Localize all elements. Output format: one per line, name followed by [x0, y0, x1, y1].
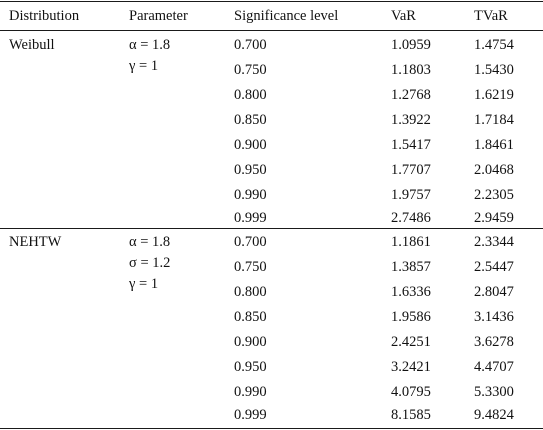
tvar-cell: 3.1436 — [474, 309, 514, 325]
var-cell: 8.1585 — [391, 407, 431, 423]
group-separator-rule — [0, 228, 543, 229]
significance-level-cell: 0.700 — [234, 234, 267, 250]
parameter-item: α = 1.8 — [129, 37, 171, 53]
header-parameter: Parameter — [129, 8, 188, 24]
var-cell: 3.2421 — [391, 359, 431, 375]
var-cell: 1.6336 — [391, 284, 431, 300]
significance-level-cell: 0.900 — [234, 137, 267, 153]
header-var: VaR — [391, 8, 416, 24]
parameter-item: σ = 1.2 — [129, 255, 171, 271]
significance-level-cell: 0.850 — [234, 112, 267, 128]
tvar-cell: 1.5430 — [474, 62, 514, 78]
distribution-name: Weibull — [9, 37, 55, 53]
var-cell: 1.3857 — [391, 259, 431, 275]
tvar-cell: 1.8461 — [474, 137, 514, 153]
header-distribution: Distribution — [9, 8, 80, 24]
significance-level-cell: 0.900 — [234, 334, 267, 350]
tvar-cell: 2.5447 — [474, 259, 514, 275]
tvar-cell: 5.3300 — [474, 384, 514, 400]
tvar-cell: 9.4824 — [474, 407, 514, 423]
significance-level-cell: 0.800 — [234, 284, 267, 300]
tvar-cell: 4.4707 — [474, 359, 514, 375]
tvar-cell: 1.6219 — [474, 87, 514, 103]
table-bottom-rule — [0, 428, 543, 429]
header-significance-level: Significance level — [234, 8, 339, 24]
significance-level-cell: 0.750 — [234, 62, 267, 78]
significance-level-cell: 0.999 — [234, 210, 267, 226]
var-cell: 2.4251 — [391, 334, 431, 350]
var-cell: 1.0959 — [391, 37, 431, 53]
parameter-item: α = 1.8 — [129, 234, 171, 250]
significance-level-cell: 0.700 — [234, 37, 267, 53]
significance-level-cell: 0.950 — [234, 162, 267, 178]
tvar-cell: 2.2305 — [474, 187, 514, 203]
tvar-cell: 2.8047 — [474, 284, 514, 300]
tvar-cell: 1.4754 — [474, 37, 514, 53]
significance-level-cell: 0.950 — [234, 359, 267, 375]
significance-level-cell: 0.990 — [234, 187, 267, 203]
tvar-cell: 3.6278 — [474, 334, 514, 350]
header-tvar: TVaR — [474, 8, 508, 24]
significance-level-cell: 0.999 — [234, 407, 267, 423]
var-cell: 1.1861 — [391, 234, 431, 250]
var-cell: 1.9757 — [391, 187, 431, 203]
tvar-cell: 2.9459 — [474, 210, 514, 226]
var-cell: 1.1803 — [391, 62, 431, 78]
var-cell: 1.9586 — [391, 309, 431, 325]
table-top-rule — [0, 1, 543, 2]
significance-level-cell: 0.750 — [234, 259, 267, 275]
var-cell: 1.3922 — [391, 112, 431, 128]
table-header-rule — [0, 30, 543, 31]
distribution-name: NEHTW — [9, 234, 62, 250]
tvar-cell: 2.3344 — [474, 234, 514, 250]
tvar-cell: 1.7184 — [474, 112, 514, 128]
var-cell: 1.7707 — [391, 162, 431, 178]
tvar-cell: 2.0468 — [474, 162, 514, 178]
var-cell: 1.2768 — [391, 87, 431, 103]
significance-level-cell: 0.800 — [234, 87, 267, 103]
var-cell: 4.0795 — [391, 384, 431, 400]
var-cell: 2.7486 — [391, 210, 431, 226]
parameter-item: γ = 1 — [129, 276, 159, 292]
significance-level-cell: 0.850 — [234, 309, 267, 325]
parameter-item: γ = 1 — [129, 58, 159, 74]
significance-level-cell: 0.990 — [234, 384, 267, 400]
parameter-list: α = 1.8 σ = 1.2 γ = 1 — [129, 234, 170, 297]
var-cell: 1.5417 — [391, 137, 431, 153]
parameter-list: α = 1.8 γ = 1 — [129, 37, 170, 79]
